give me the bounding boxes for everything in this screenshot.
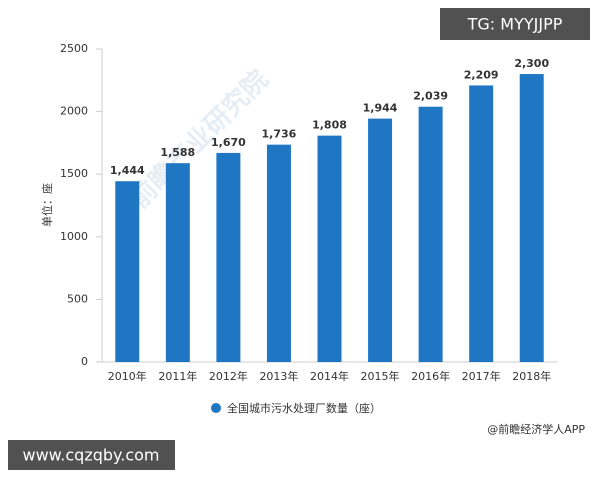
x-tick-label: 2017年: [462, 369, 501, 383]
bar: [266, 144, 291, 362]
y-tick-label: 0: [81, 355, 88, 368]
value-label: 2,300: [514, 57, 549, 70]
overlay-text: TG: MYYJJPP: [467, 15, 563, 34]
legend-marker: [211, 403, 221, 413]
x-tick-label: 2015年: [361, 369, 400, 383]
bar: [317, 135, 342, 362]
bar: [368, 118, 393, 362]
value-label: 1,444: [110, 164, 145, 177]
overlay-box: [440, 8, 590, 40]
bar: [469, 85, 494, 362]
y-tick-label: 1000: [60, 230, 88, 243]
value-label: 1,670: [211, 136, 246, 149]
y-tick-label: 2500: [60, 42, 88, 55]
source: @前瞻经济学人APP: [487, 422, 585, 436]
x-tick-label: 2010年: [108, 369, 147, 383]
bar: [519, 74, 544, 362]
y-tick-label: 500: [67, 292, 88, 305]
overlay-box: [8, 440, 175, 470]
overlay-text: www.cqzqby.com: [23, 446, 160, 465]
bar: [165, 163, 190, 362]
y-tick-label: 1500: [60, 167, 88, 180]
legend-label: 全国城市污水处理厂数量（座）: [227, 401, 381, 415]
x-tick-label: 2016年: [411, 369, 450, 383]
value-label: 1,808: [312, 119, 347, 132]
x-tick-label: 2011年: [158, 369, 197, 383]
value-label: 2,209: [464, 68, 499, 81]
value-label: 1,588: [160, 146, 195, 159]
bar: [418, 106, 443, 363]
y-axis-label: 单位：座: [40, 183, 54, 227]
x-tick-label: 2018年: [512, 369, 551, 383]
x-tick-label: 2012年: [209, 369, 248, 383]
x-tick-label: 2013年: [259, 369, 298, 383]
bar: [216, 152, 241, 362]
value-label: 1,944: [363, 102, 398, 115]
x-tick-label: 2014年: [310, 369, 349, 383]
watermark: 前瞻产业研究院: [124, 64, 275, 215]
y-tick-label: 2000: [60, 105, 88, 118]
bar: [115, 181, 140, 362]
value-label: 1,736: [262, 128, 297, 141]
value-label: 2,039: [413, 90, 448, 103]
